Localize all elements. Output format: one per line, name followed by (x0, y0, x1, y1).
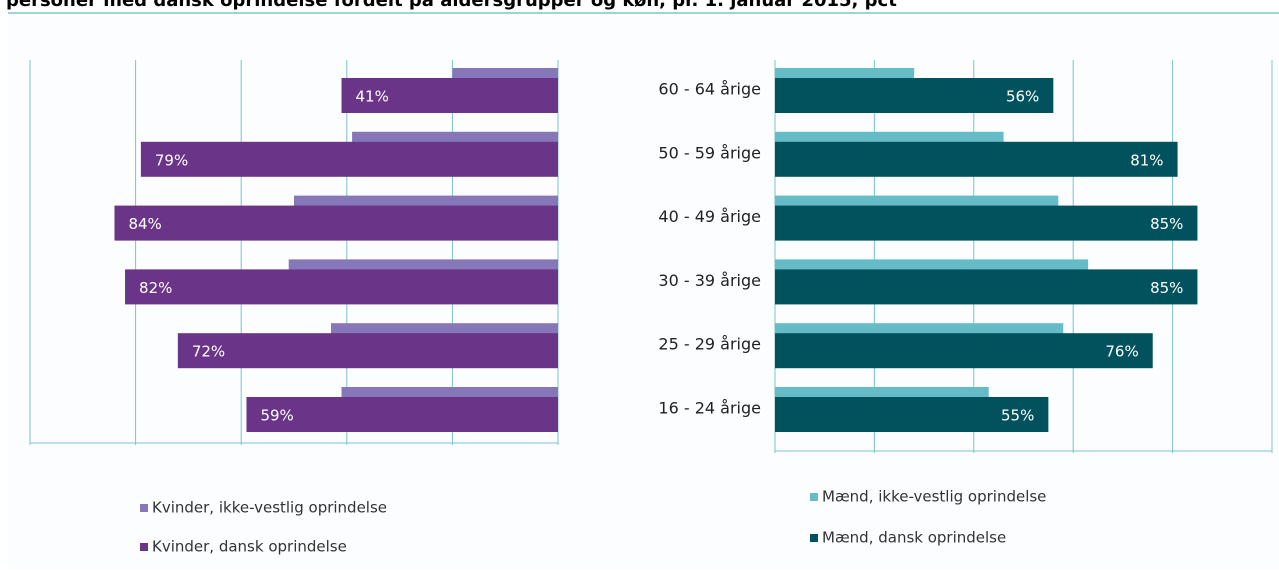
bar-label: 72% (192, 343, 225, 361)
chart-title: personer med dansk oprindelse fordelt på… (6, 0, 897, 11)
bar (125, 269, 558, 305)
bar (341, 78, 558, 113)
category-label: 50 - 59 årige (658, 143, 761, 162)
category-label: 40 - 49 årige (658, 207, 761, 226)
category-label: 60 - 64 årige (658, 80, 761, 99)
legend-swatch (810, 493, 818, 501)
bar-label: 85% (1150, 215, 1183, 233)
sub-chart: 60 - 64 årige 50 - 59 årige 40 - 49 årige 3… (658, 60, 1273, 547)
legend-swatch (810, 534, 818, 542)
bar (246, 397, 559, 432)
bar (775, 205, 1198, 241)
bar-label: 79% (155, 151, 188, 169)
category-label: 30 - 39 årige (658, 271, 761, 290)
bar-label: 56% (1006, 88, 1039, 106)
bar (140, 141, 558, 177)
legend-label: Mænd, dansk oprindelse (822, 529, 1006, 547)
bar (775, 141, 1178, 177)
bar-label: 82% (139, 279, 172, 297)
bar (177, 333, 558, 369)
bar (775, 397, 1049, 432)
bar (775, 333, 1153, 369)
bar-label: 84% (128, 215, 161, 233)
category-label: 25 - 29 årige (658, 335, 761, 354)
category-label: 16 - 24 årige (658, 399, 761, 418)
bar-label: 59% (260, 407, 293, 425)
bar-label: 85% (1150, 279, 1183, 297)
legend-swatch (140, 504, 148, 512)
legend-label: Kvinder, ikke-vestlig oprindelse (152, 499, 387, 517)
legend-swatch (140, 543, 148, 551)
bar-label: 81% (1130, 151, 1163, 169)
bar (775, 78, 1054, 113)
bar (114, 205, 558, 241)
bar-label: 76% (1105, 343, 1138, 361)
sub-chart: 20%39%50%51%43%41%Kvinder, ikke-vestlig … (29, 60, 559, 556)
legend-label: Mænd, ikke-vestlig oprindelse (822, 488, 1046, 506)
bar-label: 41% (356, 88, 389, 106)
legend-label: Kvinder, dansk oprindelse (152, 538, 347, 556)
bar (775, 269, 1198, 305)
bar-label: 55% (1001, 407, 1034, 425)
